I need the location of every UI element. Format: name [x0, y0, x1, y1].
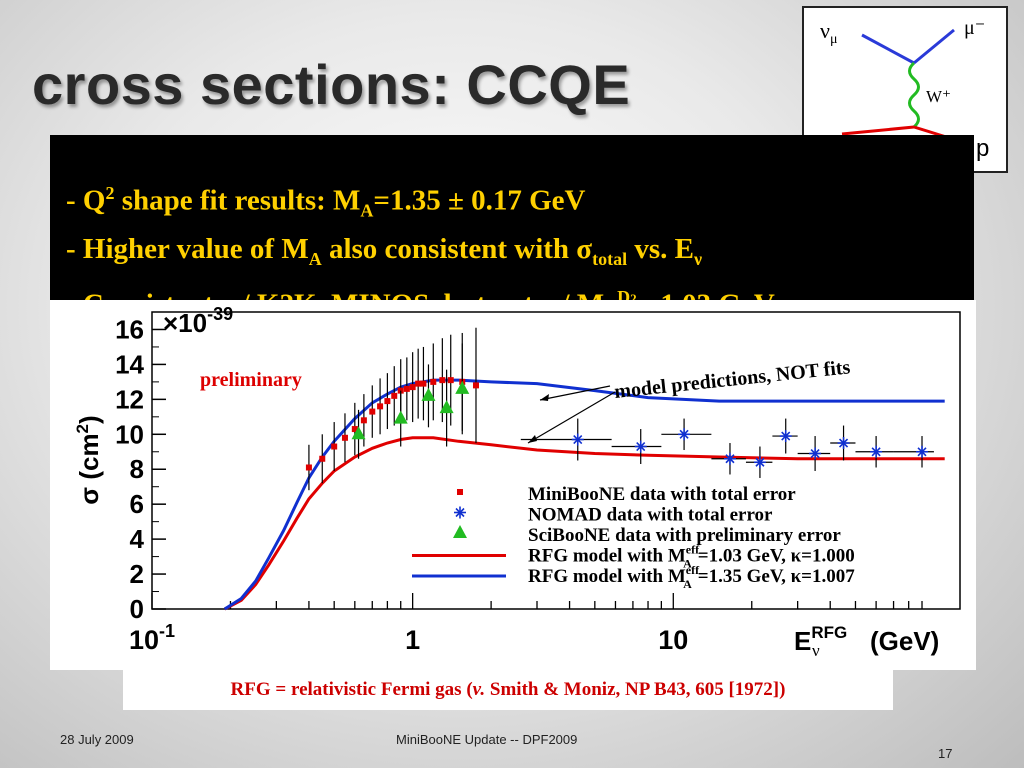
mu-label: μ⁻ [964, 17, 985, 39]
footer-title: MiniBooNE Update -- DPF2009 [396, 732, 578, 747]
model-curve [224, 436, 945, 611]
bullet-1: - Q2 shape fit results: MA=1.35 ± 0.17 G… [66, 183, 586, 221]
data-point-square [360, 417, 367, 424]
muon-line [913, 28, 955, 65]
data-point-square [439, 377, 446, 384]
data-point-square [319, 455, 326, 462]
y-tick-label: 6 [130, 489, 144, 519]
legend-label: RFG model with Meff A =1.35 GeV, κ=1.007 [528, 563, 855, 591]
data-point-square [377, 403, 384, 410]
y-scale-label: ×10-39 [163, 304, 233, 338]
data-point-triangle [453, 525, 467, 538]
data-point-square [457, 489, 463, 495]
y-tick-label: 4 [130, 524, 145, 554]
neutrino-line [861, 33, 915, 65]
data-points [305, 327, 934, 491]
y-tick-label: 14 [115, 349, 144, 379]
data-point-star [454, 506, 466, 519]
y-tick-label: 10 [115, 419, 144, 449]
caption: RFG = relativistic Fermi gas (v. Smith &… [123, 670, 893, 710]
data-point-square [341, 434, 348, 441]
star-stroke [725, 454, 735, 464]
w-label: W⁺ [926, 87, 951, 106]
x-axis-label: ERFG [794, 623, 847, 656]
data-point-star [678, 428, 691, 441]
chart-svg: 0 2 4 6 8 10 12 14 16 10-1 1 10 MiniBooNE data with… [73, 304, 961, 660]
data-point-star [779, 430, 792, 443]
footer-date: 28 July 2009 [60, 732, 134, 747]
preliminary-label: preliminary [200, 369, 302, 391]
data-point-triangle [393, 410, 408, 424]
data-point-square [472, 382, 479, 389]
nu-label: νμ [820, 18, 837, 47]
y-tick-label: 0 [130, 594, 144, 624]
slide-title: cross sections: CCQE [32, 53, 631, 116]
data-point-square [369, 408, 376, 415]
legend-label: RFG model with Meff A =1.03 GeV, κ=1.000 [528, 543, 855, 571]
p-label: p [976, 135, 989, 162]
data-point-square [331, 443, 338, 450]
star-stroke [871, 447, 881, 457]
data-point-square [420, 380, 427, 387]
y-tick-label: 8 [130, 454, 144, 484]
x-axis-label-sub: ν [812, 641, 820, 660]
data-point-star [837, 437, 850, 450]
x-tick-label: 1 [405, 625, 420, 655]
data-point-triangle [455, 380, 470, 394]
data-point-star [723, 452, 736, 465]
bullet-2: - Higher value of MA also consistent wit… [66, 232, 703, 269]
neutron-line [841, 125, 915, 136]
cross-section-plot: 0 2 4 6 8 10 12 14 16 10-1 1 10 MiniBooNE data with… [50, 300, 976, 670]
legend-label: SciBooNE data with preliminary error [528, 525, 841, 546]
data-point-square [415, 380, 422, 387]
y-tick-label: 12 [115, 384, 144, 414]
y-tick-label: 16 [115, 314, 144, 344]
arrow-to-red [527, 391, 616, 444]
data-point-square [447, 377, 454, 384]
w-boson-line [908, 61, 920, 129]
data-point-star [916, 445, 929, 458]
star-stroke [838, 438, 849, 448]
star-stroke [679, 429, 689, 439]
arrow-to-blue [539, 385, 611, 401]
data-point-square [403, 385, 410, 392]
data-point-star [809, 447, 822, 460]
model-predictions-note: model predictions, NOT fits [613, 356, 851, 403]
x-axis-unit: (GeV) [870, 626, 939, 656]
star-stroke [810, 448, 820, 459]
plot-frame [151, 311, 961, 610]
data-point-star [753, 456, 766, 469]
data-point-square [384, 398, 391, 405]
data-point-triangle [421, 387, 436, 401]
legend-label: MiniBooNE data with total error [528, 484, 796, 505]
data-point-star [571, 433, 584, 446]
star-stroke [455, 507, 465, 518]
star-stroke [573, 434, 583, 445]
x-tick-label: 10-1 [129, 621, 175, 655]
data-point-square [430, 378, 437, 385]
x-tick-label: 10 [658, 625, 688, 655]
arrowhead-red [528, 435, 537, 443]
y-axis-label: σ (cm2) [73, 415, 104, 504]
data-point-square [351, 426, 358, 433]
data-point-square [409, 384, 416, 391]
data-point-triangle [351, 426, 366, 440]
data-point-star [634, 440, 647, 453]
data-point-star [870, 445, 883, 458]
legend-label: NOMAD data with total error [528, 505, 773, 526]
y-tick-label: 2 [130, 559, 144, 589]
star-stroke [636, 441, 646, 452]
star-stroke [917, 447, 927, 457]
star-stroke [755, 457, 765, 467]
data-point-square [305, 464, 312, 471]
data-point-triangle [439, 400, 454, 414]
page-number: 17 [938, 746, 953, 761]
arrowhead-blue [540, 394, 549, 401]
star-stroke [781, 431, 791, 441]
data-point-square [391, 392, 398, 399]
chart-axes: 0 2 4 6 8 10 12 14 16 10-1 1 10 [115, 311, 961, 655]
